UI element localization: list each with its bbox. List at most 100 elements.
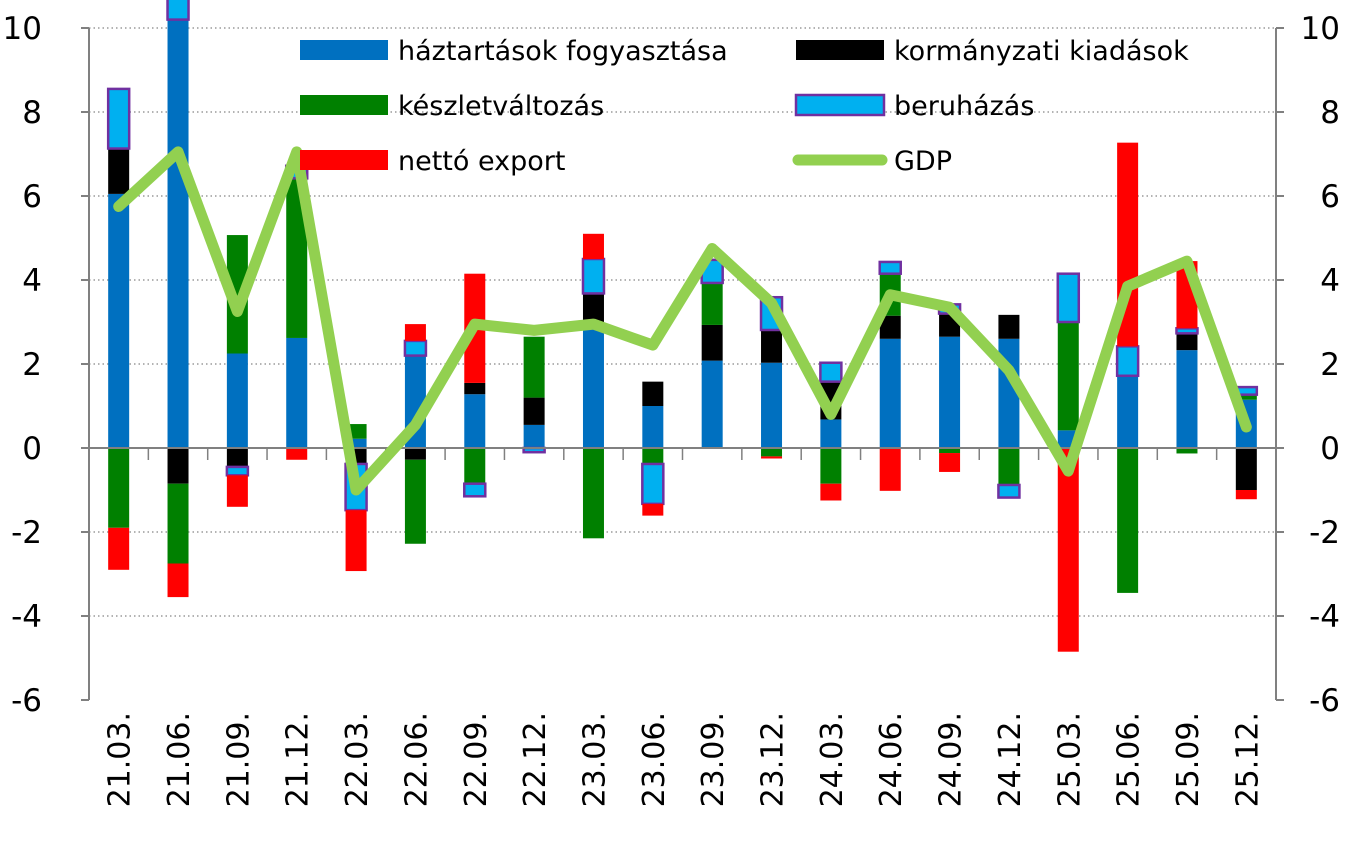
y-tick-label: 4 — [22, 263, 42, 299]
x-tick-label: 22.03. — [340, 712, 375, 807]
x-tick-label: 21.09. — [221, 712, 256, 807]
bar-segment — [642, 381, 664, 406]
y2-tick-label: -6 — [1309, 683, 1340, 719]
bar-segment — [167, 483, 189, 564]
y2-tick-label: 0 — [1320, 431, 1340, 467]
y2-tick-label: 2 — [1320, 347, 1340, 383]
bar-segment — [286, 178, 308, 338]
y-tick-label: 10 — [3, 11, 42, 47]
y-tick-label: -6 — [11, 683, 42, 719]
x-tick-label: 24.09. — [934, 712, 969, 807]
bar-segment — [1117, 375, 1139, 448]
bar-segment — [464, 382, 486, 395]
x-tick-label: 25.09. — [1171, 712, 1206, 807]
bar-segment — [523, 397, 545, 425]
bar-segment — [226, 353, 248, 448]
bar-segment — [819, 361, 843, 383]
bar-segment — [523, 424, 545, 448]
gdp-line — [113, 146, 1252, 496]
bar-segment — [225, 465, 250, 477]
bar-segment — [286, 448, 308, 460]
bar-segment — [582, 448, 604, 539]
y-tick-label: 8 — [22, 95, 42, 131]
bar-segment — [1057, 322, 1079, 431]
legend-swatch — [300, 150, 388, 170]
bar-segment — [582, 326, 604, 448]
y2-tick-label: -2 — [1309, 515, 1340, 551]
bar-segment — [523, 336, 545, 398]
y-tick-label: -4 — [11, 599, 42, 635]
bar-segment — [642, 448, 664, 464]
legend-label: nettó export — [398, 146, 565, 177]
bar-segment — [1117, 448, 1139, 593]
bar-segment — [581, 257, 606, 295]
bar-segment — [166, 0, 190, 21]
x-tick-label: 22.12. — [518, 712, 553, 807]
x-tick-label: 21.06. — [162, 712, 197, 807]
x-tick-label: 21.12. — [281, 712, 316, 807]
x-tick-label: 23.12. — [756, 712, 791, 807]
x-tick-label: 21.03. — [103, 712, 138, 807]
bar-segment — [108, 193, 130, 448]
bar-segment — [1176, 333, 1198, 351]
bar-segment — [939, 453, 961, 472]
legend-swatch — [796, 40, 884, 60]
bar-segment — [939, 336, 961, 448]
bar-segment — [998, 314, 1020, 339]
bar-segment — [108, 527, 130, 570]
y2-tick-label: 8 — [1320, 95, 1340, 131]
bar-segment — [642, 406, 664, 448]
x-tick-label: 24.03. — [815, 712, 850, 807]
x-tick-label: 22.09. — [459, 712, 494, 807]
bar-segment — [701, 360, 723, 448]
bar-segment — [701, 324, 723, 361]
bar-segment — [998, 448, 1020, 485]
y2-tick-label: -4 — [1309, 599, 1340, 635]
bar-segment — [464, 394, 486, 448]
bars — [106, 0, 1259, 652]
legend-swatch — [300, 40, 388, 60]
bar-segment — [761, 448, 783, 457]
bar-segment — [879, 448, 901, 491]
bar-segment — [167, 448, 189, 484]
bar-segment — [641, 462, 665, 506]
bar-segment — [761, 362, 783, 448]
x-tick-label: 25.12. — [1230, 712, 1265, 807]
bar-segment — [1056, 272, 1081, 324]
y2-tick-label: 10 — [1301, 11, 1340, 47]
legend-label: háztartások fogyasztása — [398, 36, 728, 67]
bar-segment — [226, 235, 248, 354]
x-tick-label: 22.06. — [399, 712, 434, 807]
bar-segment — [701, 282, 723, 325]
bar-segment — [1235, 394, 1257, 400]
bar-segment — [879, 338, 901, 448]
bar-segment — [1115, 345, 1140, 378]
legend-label: kormányzati kiadások — [894, 36, 1189, 67]
bar-segment — [820, 448, 842, 484]
legend-swatch — [794, 93, 886, 117]
bar-segment — [404, 448, 426, 460]
bar-segment — [878, 260, 902, 275]
x-tick-label: 23.09. — [696, 712, 731, 807]
bar-segment — [1235, 490, 1257, 500]
bar-segment — [939, 448, 961, 454]
bar-segment — [108, 448, 130, 528]
bar-segment — [345, 438, 367, 448]
legend-swatch — [300, 95, 388, 115]
bar-segment — [286, 337, 308, 448]
y2-tick-label: 6 — [1320, 179, 1340, 215]
legend-label: beruházás — [894, 91, 1034, 122]
gridlines — [89, 27, 1276, 617]
legend: háztartások fogyasztása kormányzati kiadá… — [300, 36, 1189, 177]
bar-segment — [1176, 350, 1198, 448]
bar-segment — [1235, 448, 1257, 490]
x-tick-label: 25.06. — [1112, 712, 1147, 807]
bar-segment — [761, 456, 783, 459]
legend-label: készletváltozás — [398, 91, 604, 122]
y-tick-label: -2 — [11, 515, 42, 551]
bar-segment — [820, 419, 842, 448]
bar-segment — [820, 483, 842, 501]
bar-segment — [582, 293, 604, 327]
legend-label: GDP — [894, 146, 952, 177]
